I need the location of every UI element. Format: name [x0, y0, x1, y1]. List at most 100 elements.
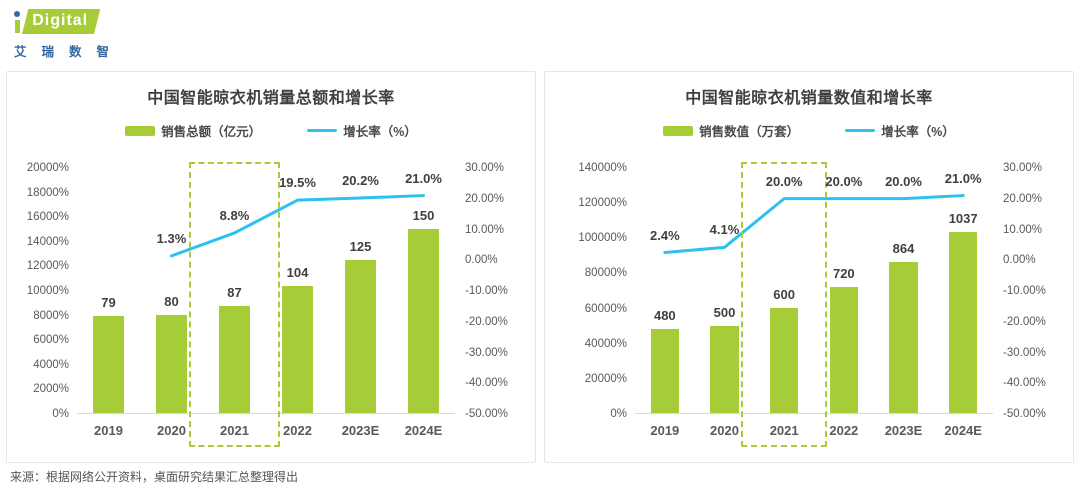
growth-rate-label: 1.3%	[156, 230, 187, 246]
right-percent-axis: 30.00% 20.00% 10.00% 0.00% -10.00% -20.00% -30…	[993, 162, 1067, 420]
logo-subtitle: 艾瑞数智	[14, 45, 125, 59]
growth-rate-label: 21.0%	[405, 170, 442, 186]
bar-2023E	[889, 261, 918, 413]
right-percent-axis: 30.00% 20.00% 10.00% 0.00% -10.00% -20.00% -30…	[455, 162, 529, 420]
brand-logo: Digital 艾瑞数智	[14, 9, 124, 60]
legend-item-bar-series: 销售数值（万套）	[663, 121, 799, 140]
x-axis-label-2022: 2022	[829, 423, 859, 438]
growth-rate-label: 20.0%	[765, 173, 803, 189]
chart-title: 中国智能晾衣机销量总额和增长率	[147, 90, 395, 107]
plot-area: 480 500 600 720 864 1037 2.4% 4.1% 20.0% 20.0% 20.…	[635, 162, 993, 447]
left-axis-tick: 20000%	[584, 372, 627, 385]
right-axis-tick: 20.00%	[465, 192, 505, 205]
legend-item-line-series: 增长率（%）	[307, 121, 417, 140]
logo-i-dot	[14, 11, 20, 17]
right-axis-tick: -30.00%	[465, 346, 508, 359]
logo-i-glyph	[14, 10, 21, 34]
legend-label: 增长率（%）	[881, 125, 955, 139]
right-axis-tick: 10.00%	[465, 223, 505, 236]
left-axis-tick: 6000%	[33, 334, 69, 347]
logo-brand-text: Digital	[32, 12, 89, 29]
chart-body: 20000% 18000% 16000% 14000% 12000% 10000% 8000…	[7, 162, 535, 447]
left-axis-tick: 100000%	[578, 232, 627, 245]
right-axis-tick: -20.00%	[1003, 315, 1046, 328]
bar-2024E	[408, 229, 439, 413]
left-axis-tick: 80000%	[584, 267, 627, 280]
right-axis-tick: -30.00%	[1003, 346, 1046, 359]
right-axis-tick: -20.00%	[465, 315, 508, 328]
growth-rate-label: 21.0%	[944, 170, 982, 186]
bar-2022	[829, 287, 859, 413]
growth-rate-label: 20.2%	[342, 173, 379, 188]
left-axis-tick: 140000%	[578, 162, 627, 174]
x-axis-label-2021: 2021	[769, 423, 799, 438]
bar-value-label: 87	[227, 285, 242, 301]
left-axis-tick: 20000%	[26, 162, 69, 174]
left-axis-tick: 2000%	[33, 383, 69, 396]
chart-title: 中国智能晾衣机销量数值和增长率	[685, 90, 933, 107]
chart-legend: 销售总额（亿元） 增长率（%）	[7, 121, 535, 140]
left-axis-tick: 18000%	[26, 186, 69, 199]
growth-rate-line	[170, 194, 425, 258]
left-axis-tick: 0%	[52, 408, 69, 420]
x-axis-label-2021: 2021	[220, 423, 249, 438]
bar-value-label: 79	[101, 295, 116, 311]
bar-value-label: 150	[412, 208, 435, 224]
bar-value-label: 500	[713, 304, 736, 320]
growth-line-path	[170, 194, 425, 258]
bar-value-label: 864	[892, 240, 915, 256]
legend-item-bar-series: 销售总额（亿元）	[125, 121, 261, 140]
bar-2021	[769, 308, 799, 413]
x-axis-label-2020: 2020	[710, 423, 739, 438]
growth-rate-label: 2.4%	[650, 227, 680, 243]
x-axis-label-2023E: 2023E	[341, 423, 380, 438]
bar-value-label: 125	[349, 238, 372, 254]
growth-rate-label: 19.5%	[279, 175, 316, 191]
x-axis-label-2024E: 2024E	[404, 423, 443, 438]
bar-swatch-icon	[663, 125, 694, 136]
source-note: 来源：根据网络公开资料，桌面研究结果汇总整理得出	[10, 470, 299, 484]
line-swatch-icon	[845, 129, 876, 132]
bar-2021	[219, 306, 250, 413]
plot-column: 480 500 600 720 864 1037 2.4% 4.1% 20.0% 20.0% 20.…	[635, 162, 993, 447]
charts-container: 中国智能晾衣机销量总额和增长率 销售总额（亿元） 增长率（%） 20000% 18…	[6, 71, 1074, 463]
bar-swatch-icon	[125, 125, 156, 136]
left-axis-tick: 120000%	[578, 197, 627, 210]
right-axis-tick: 30.00%	[465, 162, 505, 174]
bar-value-label: 720	[832, 266, 855, 281]
right-axis-tick: -40.00%	[465, 377, 508, 390]
right-axis-tick: 0.00%	[465, 254, 498, 267]
logo-i-stem	[15, 20, 20, 33]
x-axis-label-2024E: 2024E	[944, 423, 982, 438]
right-axis-tick: -10.00%	[1003, 285, 1046, 297]
x-axis-label-2019: 2019	[650, 423, 680, 438]
growth-rate-label: 8.8%	[219, 207, 250, 223]
logo-badge: Digital	[22, 9, 101, 34]
right-axis-tick: -10.00%	[465, 285, 508, 297]
growth-line-path	[663, 194, 965, 255]
left-axis-tick: 0%	[610, 408, 627, 420]
chart-panel-sales-amount: 中国智能晾衣机销量总额和增长率 销售总额（亿元） 增长率（%） 20000% 18…	[6, 71, 536, 463]
legend-label: 增长率（%）	[343, 125, 417, 139]
left-axis-tick: 8000%	[33, 309, 69, 322]
right-axis-tick: -50.00%	[1003, 408, 1046, 420]
x-axis-label-2023E: 2023E	[884, 423, 923, 438]
left-axis-tick: 16000%	[26, 211, 69, 224]
logo-wordmark: Digital	[14, 9, 124, 34]
growth-rate-line	[663, 194, 965, 255]
legend-label: 销售数值（万套）	[699, 125, 800, 139]
x-axis-labels: 2019 2020 2021 2022 2023E 2024E	[635, 414, 993, 438]
left-axis-tick: 40000%	[584, 337, 627, 350]
right-axis-tick: 20.00%	[1003, 192, 1043, 205]
left-axis-tick: 4000%	[33, 358, 69, 371]
x-axis-label-2020: 2020	[157, 423, 186, 438]
bar-2019	[93, 316, 124, 413]
left-axis-tick: 10000%	[26, 285, 69, 297]
bar-2022	[282, 285, 313, 413]
x-axis-label-2019: 2019	[94, 423, 123, 438]
x-axis-labels: 2019 2020 2021 2022 2023E 2024E	[77, 414, 455, 438]
plot-column: 79 80 87 104 125 150 1.3% 8.8% 19.5% 20.2% 21.0% 2…	[77, 162, 455, 447]
legend-item-line-series: 增长率（%）	[845, 121, 955, 140]
right-axis-tick: 30.00%	[1003, 162, 1043, 174]
bar-value-label: 600	[773, 287, 795, 302]
